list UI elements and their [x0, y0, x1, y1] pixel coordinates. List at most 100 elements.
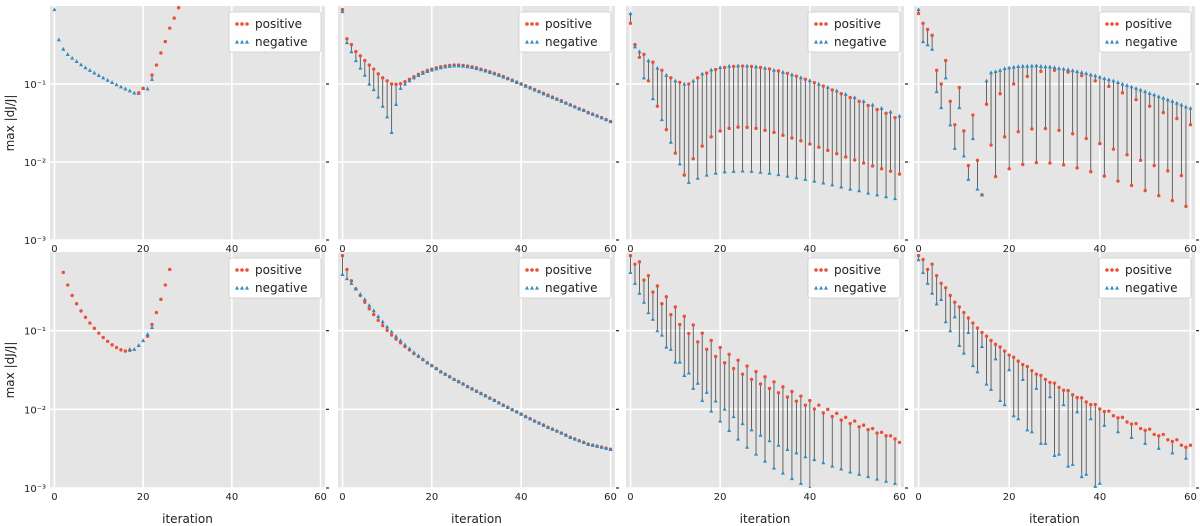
negative-point [979, 344, 984, 349]
positive-point [1138, 158, 1143, 163]
negative-point [861, 99, 866, 103]
legend-marker-negative [240, 39, 244, 44]
negative-point [875, 476, 880, 481]
positive-point [1043, 126, 1048, 131]
positive-point [767, 386, 772, 391]
legend-marker-negative [1115, 285, 1119, 290]
negative-point [510, 78, 515, 83]
positive-point [1102, 174, 1107, 178]
negative-point [577, 106, 582, 111]
positive-point [1157, 434, 1161, 438]
positive-point [962, 129, 966, 133]
positive-point [154, 63, 159, 67]
positive-point [718, 345, 722, 350]
negative-point [1143, 89, 1148, 94]
positive-point [989, 143, 993, 147]
legend-marker-positive [819, 268, 823, 272]
positive-point [790, 389, 794, 394]
positive-point [790, 136, 794, 140]
negative-point [586, 110, 591, 115]
negative-point [56, 37, 61, 42]
positive-point [114, 345, 119, 350]
negative-point [691, 78, 696, 83]
positive-point [921, 257, 925, 262]
negative-point [523, 83, 528, 88]
negative-point [380, 103, 385, 108]
positive-point [141, 86, 145, 91]
positive-point [678, 80, 682, 85]
legend-box [518, 257, 612, 299]
positive-point [727, 126, 731, 131]
positive-point [1175, 116, 1179, 121]
panel-r1-c2: 0 20 40 60 iteration positive negative [626, 252, 908, 526]
positive-point [1147, 427, 1152, 431]
positive-point [1030, 368, 1034, 373]
x-tick-label: 60 [1184, 492, 1197, 503]
negative-point [52, 7, 57, 12]
negative-point [456, 63, 461, 68]
legend-marker-negative [245, 39, 249, 44]
positive-point [66, 283, 70, 287]
x-tick-label: 60 [314, 492, 327, 503]
positive-point [1075, 166, 1079, 170]
negative-point [1043, 441, 1048, 445]
negative-point [794, 175, 799, 180]
negative-point [966, 177, 971, 181]
positive-point [1061, 388, 1066, 392]
positive-point [758, 382, 763, 386]
positive-point [1021, 362, 1025, 367]
negative-point [465, 64, 470, 69]
negative-point [353, 286, 358, 291]
legend: positive negative [807, 11, 901, 53]
negative-point [1102, 422, 1107, 427]
x-tick-label: 20 [425, 244, 438, 255]
negative-point [1183, 455, 1188, 460]
positive-point [776, 69, 781, 73]
positive-point [848, 421, 852, 426]
positive-point [944, 58, 948, 63]
positive-point [349, 279, 354, 283]
negative-point [713, 398, 718, 403]
negative-point [884, 479, 889, 483]
negative-point [984, 381, 989, 386]
positive-point [367, 63, 371, 67]
positive-point [168, 267, 172, 272]
positive-point [884, 434, 888, 438]
negative-point [789, 72, 794, 77]
negative-point [1020, 63, 1025, 68]
negative-point [608, 119, 613, 124]
positive-point [1075, 395, 1079, 400]
positive-point [646, 79, 651, 83]
positive-point [1161, 110, 1165, 115]
negative-point [340, 272, 345, 276]
negative-point [123, 86, 128, 91]
positive-point [830, 414, 834, 419]
positive-point [785, 395, 790, 399]
y-tick-label: 10⁻³ [24, 484, 46, 495]
positive-point [953, 123, 957, 127]
legend-label-positive: positive [545, 17, 592, 31]
negative-point [939, 297, 944, 301]
x-tick-label: 40 [803, 244, 816, 255]
negative-point [970, 363, 975, 368]
panel-r0-c1: 0 20 40 60 positive negative [338, 6, 619, 255]
negative-point [367, 303, 372, 307]
negative-point [1070, 462, 1075, 466]
series-layer [52, 6, 181, 95]
negative-point [1102, 76, 1107, 80]
legend-label-negative: negative [1125, 281, 1177, 295]
negative-point [1143, 441, 1148, 445]
x-tick-label: 60 [604, 244, 617, 255]
negative-point [523, 414, 528, 419]
negative-point [650, 96, 655, 101]
negative-point [1038, 64, 1043, 68]
positive-point [925, 267, 930, 272]
negative-point [1106, 77, 1111, 82]
negative-point [362, 72, 367, 77]
negative-point [916, 7, 921, 12]
positive-point [736, 358, 740, 363]
positive-point [844, 155, 848, 159]
legend-label-negative: negative [545, 35, 597, 49]
negative-point [673, 359, 678, 364]
legend-marker-negative [535, 39, 539, 44]
